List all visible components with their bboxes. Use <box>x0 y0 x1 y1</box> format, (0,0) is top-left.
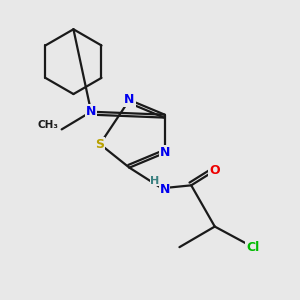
Text: N: N <box>124 93 135 106</box>
Text: N: N <box>160 183 170 196</box>
Text: S: S <box>95 138 104 151</box>
Text: H: H <box>150 176 159 186</box>
Text: O: O <box>209 164 220 177</box>
Text: N: N <box>160 146 170 159</box>
Text: N: N <box>86 105 96 118</box>
Text: CH₃: CH₃ <box>38 120 59 130</box>
Text: Cl: Cl <box>246 241 260 254</box>
